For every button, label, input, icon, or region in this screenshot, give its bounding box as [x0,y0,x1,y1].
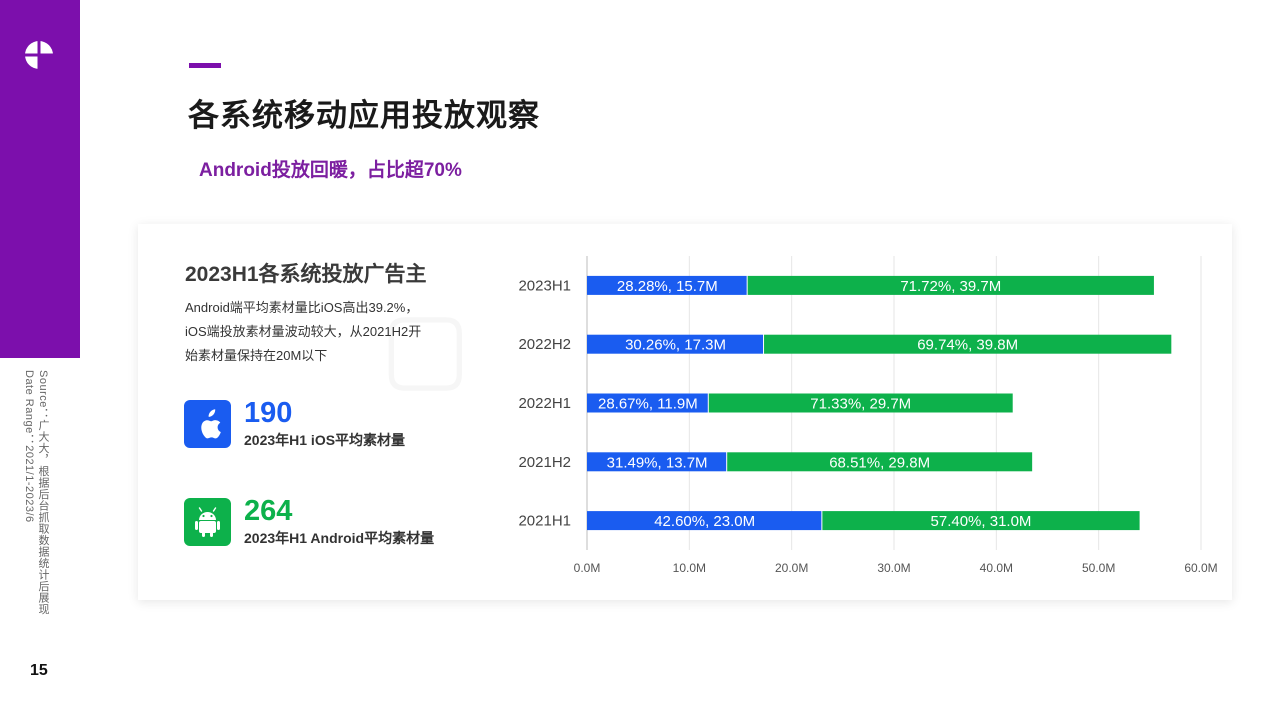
category-label: 2023H1 [518,277,571,294]
brand-logo-icon [24,40,54,70]
ios-bar [587,334,764,354]
page-title: 各系统移动应用投放观察 [188,98,540,133]
bar-data-label: 28.28%, 15.7M [617,278,718,295]
side-accent-bar [0,0,80,358]
x-tick-label: 40.0M [980,561,1013,575]
page-subtitle: Android投放回暖，占比超70% [199,160,462,181]
bar-data-label: 57.40%, 31.0M [931,513,1032,530]
bar-data-label: 68.51%, 29.8M [829,454,930,471]
description-line: Android端平均素材量比iOS高出39.2%， [185,300,419,315]
ios-bar [587,275,747,295]
android-bar [727,452,1033,472]
category-label: 2022H1 [518,395,571,412]
bar-data-label: 71.72%, 39.7M [900,278,1001,295]
android-stat-label: 2023年H1 Android平均素材量 [244,530,435,546]
panel-title: 2023H1各系统投放广告主 [185,263,427,286]
ios-bar [587,452,727,472]
x-tick-label: 20.0M [775,561,808,575]
source-line: Source：广大大，根据后台抓取数据统计后展现 [37,370,49,615]
android-bar [764,334,1172,354]
ios-bar [587,511,822,531]
date-range-line: Date Range：2021/1-2023/6 [23,370,35,523]
category-label: 2021H2 [518,454,571,471]
panel-description: Android端平均素材量比iOS高出39.2%， iOS端投放素材量波动较大，… [185,296,445,368]
description-line: iOS端投放素材量波动较大，从2021H2开 [185,324,422,339]
android-icon [184,498,231,546]
bar-data-label: 42.60%, 23.0M [654,513,755,530]
bar-data-label: 69.74%, 39.8M [917,337,1018,354]
x-tick-label: 0.0M [574,561,601,575]
android-bar [822,511,1140,531]
bar-data-label: 71.33%, 29.7M [810,396,911,413]
x-tick-label: 60.0M [1184,561,1217,575]
page-number: 15 [30,662,48,679]
title-accent-bar [189,63,221,68]
android-bar [747,275,1154,295]
apple-icon [184,400,231,448]
category-label: 2022H2 [518,336,571,353]
ios-bar [587,393,708,413]
bar-data-label: 28.67%, 11.9M [598,396,698,413]
x-tick-label: 30.0M [877,561,910,575]
category-label: 2021H1 [518,513,571,530]
ios-stat-label: 2023年H1 iOS平均素材量 [244,432,406,448]
bar-data-label: 30.26%, 17.3M [625,337,726,354]
stacked-bar-chart: 0.0M 10.0M 20.0M 30.0M 40.0M 50.0M 60.0M 2023H1… [500,250,1230,590]
description-line: 始素材量保持在20M以下 [185,348,328,363]
source-note: Source：广大大，根据后台抓取数据统计后展现 Date Range：2021… [22,370,50,615]
bar-data-label: 31.49%, 13.7M [607,454,708,471]
x-tick-label: 50.0M [1082,561,1115,575]
android-bar [708,393,1013,413]
android-stat-value: 264 [244,495,293,527]
x-tick-label: 10.0M [673,561,706,575]
chart-svg: 0.0M 10.0M 20.0M 30.0M 40.0M 50.0M 60.0M 2023H1… [518,256,1218,575]
ios-stat-value: 190 [244,397,293,429]
